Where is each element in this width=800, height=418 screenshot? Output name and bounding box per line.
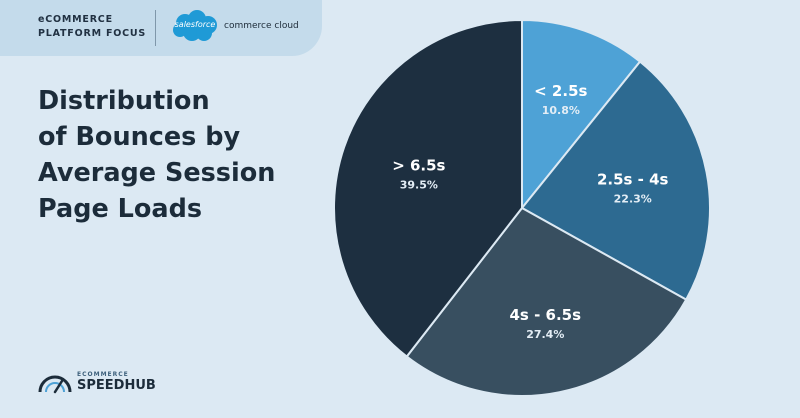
badge-line1: eCOMMERCE <box>38 14 113 25</box>
slice-value-label: 10.8% <box>542 104 580 117</box>
brand-small-text: ECOMMERCE <box>77 371 129 378</box>
slice-label: 2.5s - 4s <box>597 171 669 189</box>
title-line-4: Page Loads <box>38 194 203 224</box>
slice-value-label: 22.3% <box>614 193 652 206</box>
title-line-1: Distribution <box>38 86 210 116</box>
badge-line2: PLATFORM FOCUS <box>38 28 147 39</box>
slice-value-label: 27.4% <box>526 328 564 341</box>
slice-value-label: 39.5% <box>400 179 438 192</box>
pie-slice <box>520 60 711 301</box>
badge-text: eCOMMERCE PLATFORM FOCUS <box>38 13 148 41</box>
slice-label: 4s - 6.5s <box>510 306 582 324</box>
pie-labels: < 2.5s 10.8% 2.5s - 4s 22.3% 4s - 6.5s 27.4% >… <box>392 82 668 341</box>
pie-slice <box>333 18 523 358</box>
speedhub-brand: ECOMMERCE SPEEDHUB <box>37 371 167 401</box>
slice-label: > 6.5s <box>392 157 445 175</box>
top-badge: eCOMMERCE PLATFORM FOCUS salesforce comm… <box>0 0 322 56</box>
salesforce-logo-text: salesforce <box>174 20 216 29</box>
pie-slice <box>405 206 688 397</box>
speedometer-icon <box>38 375 72 394</box>
title-line-2: of Bounces by <box>38 122 241 152</box>
slice-label: < 2.5s <box>534 82 587 100</box>
pie-slice <box>521 18 642 211</box>
commerce-cloud-text: commerce cloud <box>224 21 299 31</box>
chart-title: Distribution of Bounces by Average Sessi… <box>38 83 308 227</box>
title-line-3: Average Session <box>38 158 276 188</box>
brand-big-text: SPEEDHUB <box>77 378 156 393</box>
pie-slices <box>333 18 711 397</box>
salesforce-cloud-icon <box>173 10 217 41</box>
badge-divider <box>155 10 156 46</box>
salesforce-logo: salesforce <box>170 9 220 45</box>
